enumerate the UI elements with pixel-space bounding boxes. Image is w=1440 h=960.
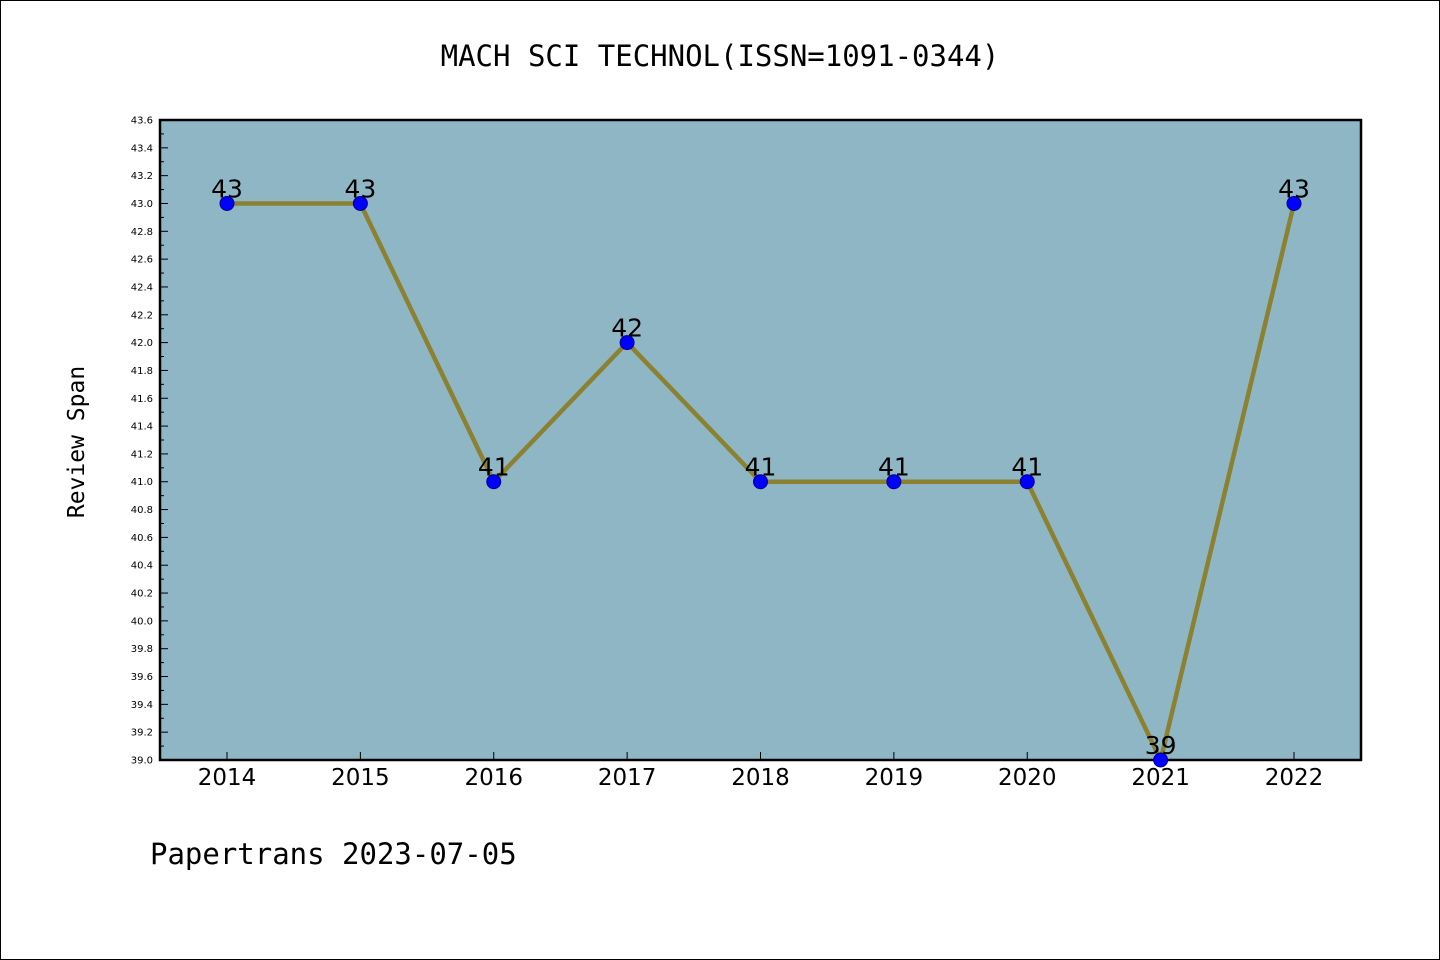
y-tick-label: 40.0 (131, 616, 153, 627)
data-label: 39 (1145, 731, 1177, 760)
x-tick-label: 2017 (598, 765, 657, 791)
y-tick-label: 42.8 (131, 227, 153, 238)
y-tick-label: 42.2 (131, 310, 153, 321)
y-tick-label: 42.6 (131, 255, 153, 266)
data-point-marker (1153, 752, 1169, 768)
y-tick-label: 41.4 (131, 422, 153, 433)
y-axis-label: Review Span (64, 366, 90, 518)
x-tick-label: 2020 (998, 765, 1057, 791)
data-label: 41 (478, 453, 510, 482)
data-label: 41 (1011, 453, 1043, 482)
data-label: 43 (1278, 174, 1310, 203)
y-tick-label: 41.2 (131, 449, 153, 460)
data-point-marker (1286, 195, 1302, 211)
y-tick-label: 40.6 (131, 533, 153, 544)
y-tick-label: 39.0 (131, 756, 153, 767)
y-tick-label: 39.6 (131, 672, 153, 683)
series-markers (219, 195, 1302, 768)
data-point-marker (1019, 474, 1035, 490)
y-axis: 39.0 39.2 39.4 39.6 39.8 40.0 40.2 40.4 40.6 40.8… (131, 116, 168, 767)
y-tick-label: 39.4 (131, 700, 153, 711)
data-point-marker (219, 195, 235, 211)
x-tick-label: 2019 (865, 765, 924, 791)
x-tick-label: 2018 (731, 765, 790, 791)
y-tick-label: 43.0 (131, 199, 153, 210)
data-labels: 43 43 41 42 41 41 41 39 43 (211, 174, 1310, 760)
y-tick-label: 42.4 (131, 282, 153, 293)
footer-text: Papertrans 2023-07-05 (150, 837, 517, 871)
data-label: 42 (611, 314, 643, 343)
y-tick-label: 41.0 (131, 477, 153, 488)
plot-area (158, 118, 1363, 762)
data-label: 43 (211, 174, 243, 203)
y-tick-label: 39.8 (131, 644, 153, 655)
data-point-marker (486, 474, 502, 490)
data-point-marker (753, 474, 768, 490)
data-label: 41 (745, 453, 777, 482)
x-axis: 2014 2015 2016 2017 2018 2019 2020 2021 2022 (198, 752, 1324, 791)
y-tick-label: 39.2 (131, 728, 153, 739)
data-point-marker (352, 195, 368, 211)
x-tick-label: 2014 (198, 765, 257, 791)
data-point-marker (886, 474, 902, 490)
x-tick-label: 2022 (1265, 765, 1324, 791)
y-tick-label: 41.8 (131, 366, 153, 377)
data-label: 43 (344, 174, 376, 203)
y-tick-label: 40.8 (131, 505, 153, 516)
y-tick-label: 40.2 (131, 589, 153, 600)
y-tick-label: 41.6 (131, 394, 153, 405)
x-tick-label: 2015 (331, 765, 390, 791)
y-tick-label: 40.4 (131, 561, 153, 572)
data-point-marker (619, 335, 635, 351)
y-tick-label: 43.4 (131, 143, 153, 154)
y-tick-label: 43.6 (131, 116, 153, 127)
y-tick-label: 42.0 (131, 338, 153, 349)
chart-title: MACH SCI TECHNOL(ISSN=1091-0344) (441, 39, 1000, 73)
y-tick-label: 43.2 (131, 171, 153, 182)
x-tick-label: 2021 (1131, 765, 1190, 791)
data-label: 41 (878, 453, 910, 482)
x-tick-label: 2016 (464, 765, 523, 791)
